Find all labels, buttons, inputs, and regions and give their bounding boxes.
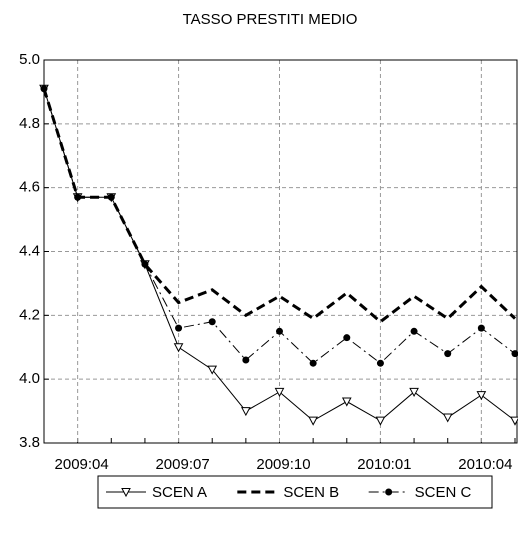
x-tick-label: 2009:07 bbox=[155, 456, 209, 473]
y-tick-label: 4.6 bbox=[19, 179, 40, 196]
marker bbox=[377, 360, 384, 367]
marker bbox=[411, 328, 418, 335]
marker bbox=[175, 325, 182, 332]
legend-label: SCEN C bbox=[415, 484, 472, 501]
marker bbox=[209, 318, 216, 325]
y-tick-label: 4.2 bbox=[19, 306, 40, 323]
legend-marker bbox=[385, 489, 392, 496]
y-tick-label: 4.8 bbox=[19, 115, 40, 132]
marker bbox=[376, 417, 384, 425]
marker bbox=[242, 408, 250, 416]
marker bbox=[343, 398, 351, 406]
y-tick-label: 4.4 bbox=[19, 242, 40, 259]
marker bbox=[444, 414, 452, 422]
marker bbox=[141, 261, 148, 268]
marker bbox=[242, 357, 249, 364]
marker bbox=[478, 325, 485, 332]
marker bbox=[309, 417, 317, 425]
marker bbox=[444, 350, 451, 357]
marker bbox=[276, 328, 283, 335]
legend-label: SCEN B bbox=[283, 484, 339, 501]
x-tick-label: 2010:01 bbox=[357, 456, 411, 473]
marker bbox=[477, 392, 485, 400]
chart-title: TASSO PRESTITI MEDIO bbox=[183, 11, 358, 28]
marker bbox=[175, 344, 183, 352]
marker bbox=[74, 194, 81, 201]
y-tick-label: 5.0 bbox=[19, 51, 40, 68]
y-tick-label: 4.0 bbox=[19, 370, 40, 387]
x-tick-label: 2009:10 bbox=[256, 456, 310, 473]
x-tick-label: 2009:04 bbox=[55, 456, 109, 473]
marker bbox=[343, 334, 350, 341]
legend-label: SCEN A bbox=[152, 484, 207, 501]
marker bbox=[41, 85, 48, 92]
marker bbox=[108, 194, 115, 201]
y-tick-label: 3.8 bbox=[19, 434, 40, 451]
marker bbox=[310, 360, 317, 367]
x-tick-label: 2010:04 bbox=[458, 456, 512, 473]
